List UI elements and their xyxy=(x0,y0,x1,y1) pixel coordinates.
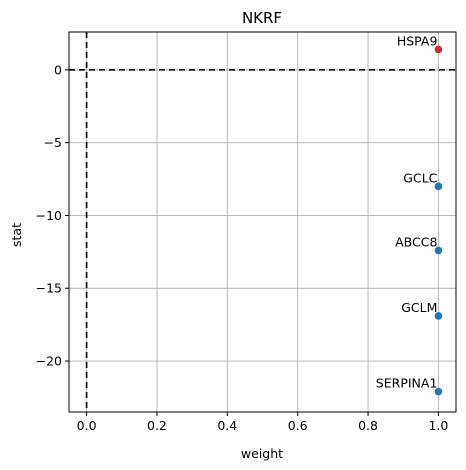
point-label-hspa9: HSPA9 xyxy=(397,33,438,48)
data-point-gclc xyxy=(434,182,443,191)
data-point-gclm xyxy=(434,312,443,320)
reference-lines xyxy=(69,32,456,412)
point-label-gclc: GCLC xyxy=(403,170,437,185)
point-label-gclm: GCLM xyxy=(401,300,437,315)
x-tick-label: 0.6 xyxy=(288,418,308,433)
y-tick-label: −15 xyxy=(36,281,62,296)
data-point-abcc8 xyxy=(434,246,443,255)
data-point-serpina1 xyxy=(434,387,443,396)
x-axis-label: weight xyxy=(241,446,283,461)
y-tick-label: −5 xyxy=(44,135,62,150)
grid-lines xyxy=(69,32,456,412)
x-tick-label: 0.2 xyxy=(147,418,167,433)
point-labels: HSPA9 GCLC ABCC8 GCLM SERPINA1 xyxy=(376,33,438,390)
data-points xyxy=(434,45,443,396)
y-axis-ticks: 0 −5 −10 −15 −20 xyxy=(36,62,69,369)
y-tick-label: −10 xyxy=(36,208,62,223)
x-tick-label: 0.8 xyxy=(358,418,378,433)
data-point-hspa9 xyxy=(434,45,443,54)
plot-frame xyxy=(68,31,457,413)
point-label-abcc8: ABCC8 xyxy=(395,234,437,249)
chart-title: NKRF xyxy=(242,9,282,27)
x-tick-label: 0.4 xyxy=(217,418,237,433)
y-tick-label: −20 xyxy=(36,354,62,369)
point-label-serpina1: SERPINA1 xyxy=(376,376,438,391)
x-tick-label: 1.0 xyxy=(428,418,448,433)
x-tick-label: 0.0 xyxy=(77,418,97,433)
y-axis-label: stat xyxy=(9,223,24,247)
x-axis-ticks: 0.0 0.2 0.4 0.6 0.8 1.0 xyxy=(77,412,448,433)
y-tick-label: 0 xyxy=(54,62,62,77)
